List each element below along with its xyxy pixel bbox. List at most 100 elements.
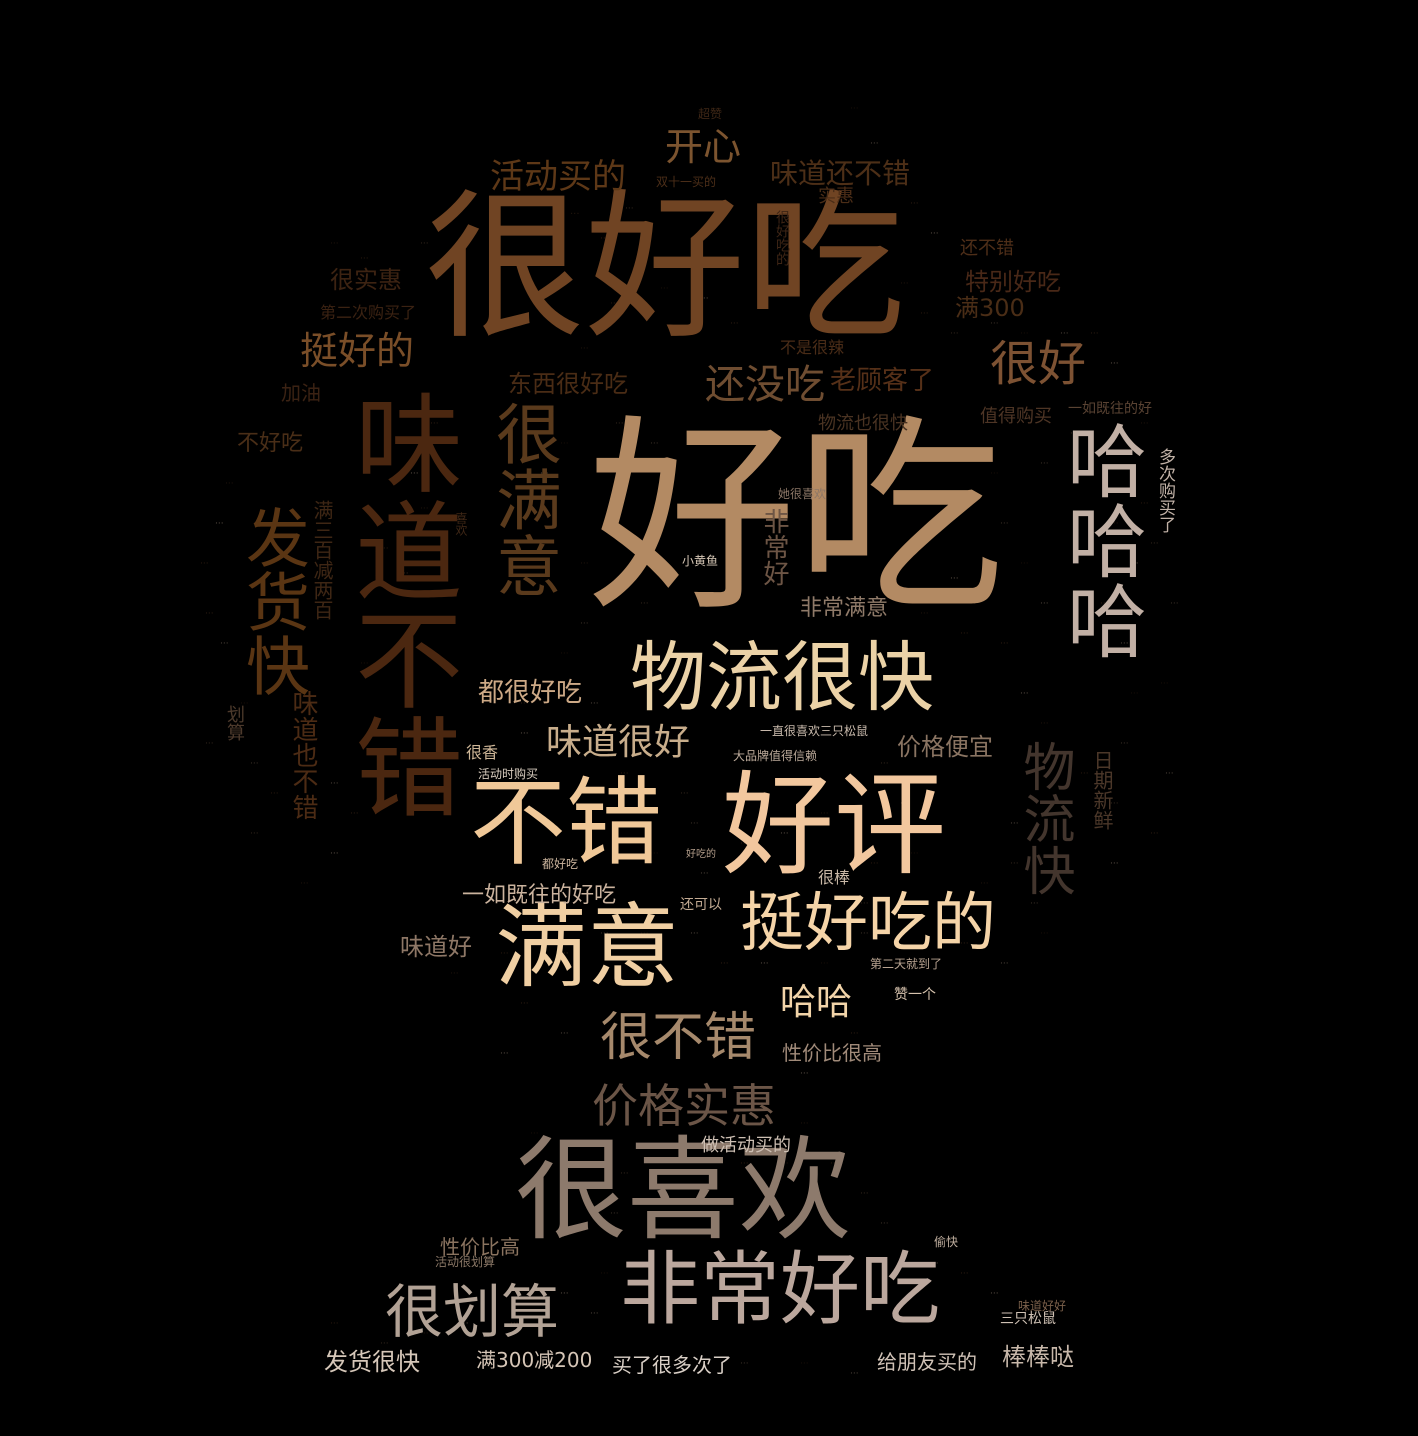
filler-word: ··· — [1070, 429, 1079, 439]
filler-word: ··· — [730, 319, 739, 329]
word-cloud-word: 超赞 — [698, 107, 723, 121]
word-cloud-word: 不是很辣 — [780, 338, 845, 357]
filler-word: ··· — [880, 1219, 889, 1229]
filler-word: ··· — [350, 809, 359, 819]
filler-word: ··· — [700, 294, 709, 304]
filler-word: ··· — [1170, 599, 1179, 609]
filler-word: ··· — [1120, 739, 1129, 749]
filler-word: ··· — [1160, 679, 1169, 689]
filler-word: ··· — [1040, 929, 1049, 939]
filler-word: ··· — [740, 1359, 749, 1369]
filler-word: ··· — [380, 619, 389, 629]
word-cloud-word: 好吃的 — [686, 849, 716, 860]
word-cloud-word: 划算 — [224, 705, 245, 741]
filler-word: ··· — [920, 309, 929, 319]
filler-word: ··· — [600, 589, 609, 599]
word-cloud-word: 特别好吃 — [965, 268, 1061, 296]
filler-word: ··· — [800, 1359, 809, 1369]
filler-word: ··· — [430, 419, 439, 429]
filler-word: ··· — [620, 1169, 629, 1179]
word-cloud-word: 味道好 — [400, 933, 472, 961]
filler-word: ··· — [1020, 329, 1029, 339]
filler-word: ··· — [720, 1109, 729, 1119]
word-cloud-word: 味道很好 — [546, 722, 691, 763]
word-cloud-word: 物流快 — [1014, 740, 1074, 896]
filler-word: ··· — [560, 1139, 569, 1149]
filler-word: ··· — [1110, 799, 1119, 809]
filler-word: ··· — [1080, 769, 1089, 779]
word-cloud-word: 小黄鱼 — [682, 554, 719, 568]
word-cloud-word: 味道还不错 — [770, 157, 911, 190]
filler-word: ··· — [450, 969, 459, 979]
filler-word: ··· — [1120, 639, 1129, 649]
filler-word: ··· — [225, 479, 234, 489]
filler-word: ··· — [780, 1159, 789, 1169]
filler-word: ··· — [540, 469, 549, 479]
filler-word: ··· — [1110, 359, 1119, 369]
word-cloud-word: 挺好的 — [300, 329, 415, 373]
word-cloud-word: 加油 — [281, 381, 321, 405]
filler-word: ··· — [1080, 469, 1089, 479]
word-cloud-word: 东西很好吃 — [508, 370, 628, 398]
word-cloud-word: 一如既往的好吃 — [462, 883, 617, 908]
filler-word: ··· — [880, 759, 889, 769]
word-cloud-word: 很满意 — [485, 400, 562, 598]
filler-word: ··· — [330, 1319, 339, 1329]
filler-word: ··· — [420, 1329, 429, 1339]
filler-word: ··· — [870, 859, 879, 869]
filler-word: ··· — [640, 249, 650, 260]
word-cloud-word: 双十一买的 — [656, 175, 717, 189]
filler-word: ··· — [990, 469, 999, 479]
filler-word: ··· — [690, 929, 699, 939]
word-cloud-word: 第二天就到了 — [870, 957, 943, 971]
filler-word: ··· — [620, 769, 629, 779]
word-cloud-word: 物流很快 — [630, 633, 934, 722]
word-cloud-word: 开心 — [665, 125, 742, 169]
word-cloud-word: 都好吃 — [542, 857, 579, 871]
filler-word: ··· — [600, 929, 609, 939]
filler-word: ··· — [520, 999, 529, 1009]
word-cloud-word: 赞一个 — [894, 987, 936, 1003]
filler-word: ··· — [1050, 799, 1059, 809]
filler-word: ··· — [800, 1069, 809, 1079]
filler-word: ··· — [610, 1209, 619, 1219]
word-cloud-word: 很好吃 — [425, 174, 906, 361]
word-cloud-word: 味道也不错 — [288, 690, 318, 820]
filler-word: ··· — [250, 759, 259, 769]
filler-word: ··· — [830, 999, 839, 1009]
filler-word: ··· — [960, 939, 969, 949]
filler-word: ··· — [1110, 519, 1119, 529]
filler-word: ··· — [870, 139, 879, 149]
filler-word: ··· — [600, 234, 609, 244]
filler-word: ··· — [330, 239, 339, 249]
filler-word: ··· — [1010, 819, 1019, 829]
filler-word: ··· — [1090, 329, 1099, 339]
filler-word: ··· — [400, 569, 409, 579]
word-cloud-word: 味道好好 — [1018, 1299, 1067, 1313]
word-cloud-word: 挺好吃的 — [740, 887, 996, 961]
filler-word: ··· — [460, 1319, 469, 1329]
word-cloud-word: 老顾客了 — [830, 366, 935, 396]
filler-word: ··· — [560, 1289, 569, 1299]
word-cloud-word: 三只松鼠 — [1000, 1311, 1056, 1327]
filler-word: ··· — [960, 1269, 969, 1279]
filler-word: ··· — [1000, 959, 1009, 969]
filler-word: ··· — [1000, 639, 1009, 649]
filler-word: ··· — [900, 1249, 909, 1259]
filler-word: ··· — [860, 1189, 869, 1199]
word-cloud-word: 很实惠 — [330, 266, 402, 294]
filler-word: ··· — [580, 559, 589, 569]
filler-word: ··· — [1150, 829, 1159, 839]
filler-word: ··· — [660, 284, 669, 294]
filler-word: ··· — [650, 849, 659, 859]
filler-word: ··· — [1140, 419, 1149, 429]
filler-word: ··· — [610, 299, 619, 309]
filler-word: ··· — [850, 1029, 859, 1039]
word-cloud-word: 很香 — [466, 743, 499, 762]
filler-word: ··· — [950, 574, 959, 584]
filler-word: ··· — [930, 229, 939, 239]
word-cloud-word: 好吃 — [588, 398, 1004, 640]
word-cloud-word: 满300 — [955, 294, 1025, 322]
filler-word: ··· — [800, 1119, 809, 1129]
